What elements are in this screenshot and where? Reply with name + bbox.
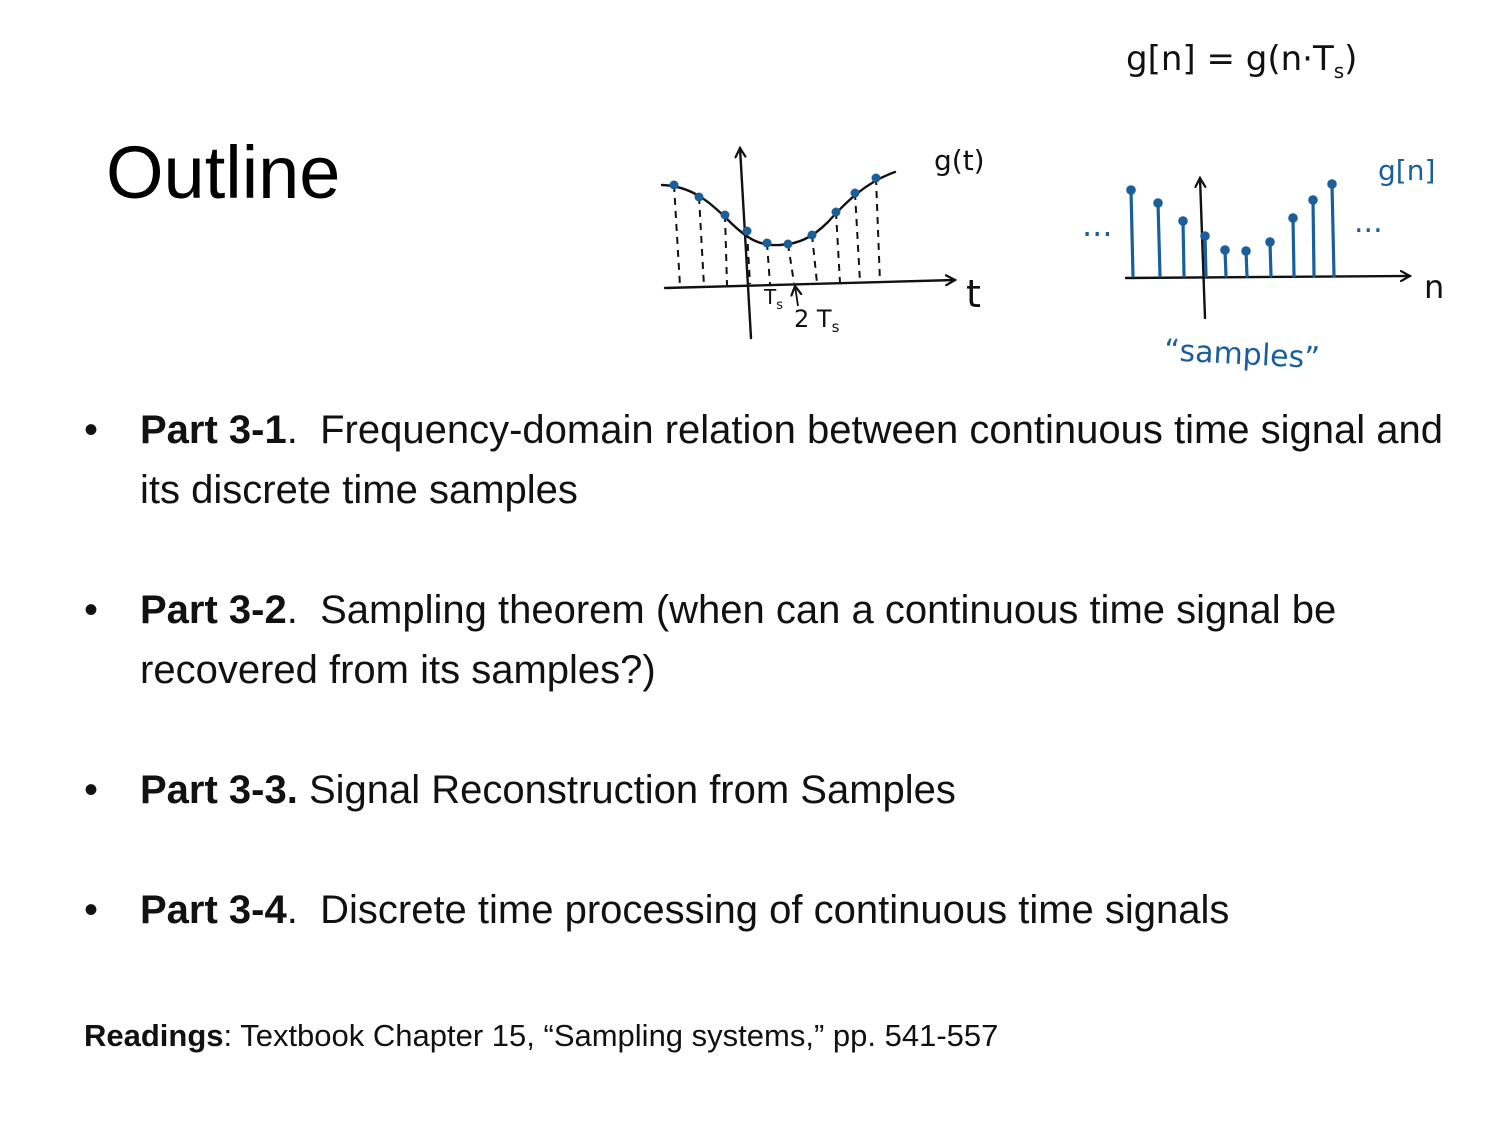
readings-note: Readings: Textbook Chapter 15, “Sampling… bbox=[84, 1016, 998, 1056]
dt-stems bbox=[1129, 182, 1336, 278]
ct-y-axis bbox=[740, 148, 753, 340]
bullet-icon: • bbox=[84, 408, 99, 452]
sampling-figure: g[n] = g(n·Ts) bbox=[660, 39, 1444, 376]
part-label: Part 3-2 bbox=[140, 588, 287, 632]
slide-title: Outline bbox=[106, 131, 341, 214]
outline-item-part-3-4: • Part 3-4. Discrete time processing of … bbox=[84, 880, 1464, 940]
outline-item-part-3-2: • Part 3-2. Sampling theorem (when can a… bbox=[84, 580, 1464, 700]
bullet-icon: • bbox=[84, 888, 99, 932]
dt-sample-points bbox=[1126, 179, 1337, 256]
sampling-equation: g[n] = g(n·Ts) bbox=[1126, 39, 1357, 83]
part-description: Discrete time processing of continuous t… bbox=[297, 888, 1230, 932]
ct-signal-label: g(t) bbox=[934, 144, 985, 177]
outline-list: • Part 3-1. Frequency-domain relation be… bbox=[84, 400, 1464, 940]
ct-signal-curve bbox=[660, 170, 897, 247]
dt-y-axis bbox=[1200, 178, 1205, 320]
ts-label: Ts bbox=[763, 285, 783, 313]
two-ts-pointer bbox=[795, 286, 798, 307]
dt-right-ellipsis: ... bbox=[1354, 205, 1383, 240]
part-description: Signal Reconstruction from Samples bbox=[297, 768, 956, 812]
readings-text: : Textbook Chapter 15, “Sampling systems… bbox=[223, 1018, 999, 1053]
two-ts-label: 2 Ts bbox=[794, 305, 840, 336]
part-separator: . bbox=[286, 588, 298, 632]
ct-sample-lines bbox=[673, 177, 881, 287]
part-description: Sampling theorem (when can a continuous … bbox=[140, 588, 1348, 692]
part-label: Part 3-3. bbox=[140, 768, 298, 812]
discrete-time-plot: g[n] n ... ... “samples” bbox=[1082, 154, 1444, 376]
part-separator: . bbox=[286, 408, 298, 452]
outline-item-part-3-1: • Part 3-1. Frequency-domain relation be… bbox=[84, 400, 1464, 520]
part-description: Frequency-domain relation between contin… bbox=[140, 408, 1455, 512]
samples-caption: “samples” bbox=[1163, 333, 1320, 376]
dt-signal-label: g[n] bbox=[1378, 154, 1435, 187]
part-label: Part 3-4 bbox=[140, 888, 287, 932]
ct-sample-points bbox=[669, 173, 881, 249]
ct-axis-label: t bbox=[966, 272, 981, 316]
part-separator: . bbox=[286, 888, 298, 932]
continuous-time-plot: g(t) t Ts 2 Ts bbox=[660, 144, 985, 340]
readings-label: Readings bbox=[84, 1018, 224, 1053]
dt-axis-label: n bbox=[1424, 268, 1444, 306]
outline-item-part-3-3: • Part 3-3. Signal Reconstruction from S… bbox=[84, 760, 1464, 820]
part-label: Part 3-1 bbox=[140, 408, 287, 452]
bullet-icon: • bbox=[84, 768, 99, 812]
dt-x-axis bbox=[1124, 276, 1410, 278]
bullet-icon: • bbox=[84, 588, 99, 632]
ct-x-axis bbox=[663, 280, 955, 290]
dt-left-ellipsis: ... bbox=[1082, 206, 1113, 244]
